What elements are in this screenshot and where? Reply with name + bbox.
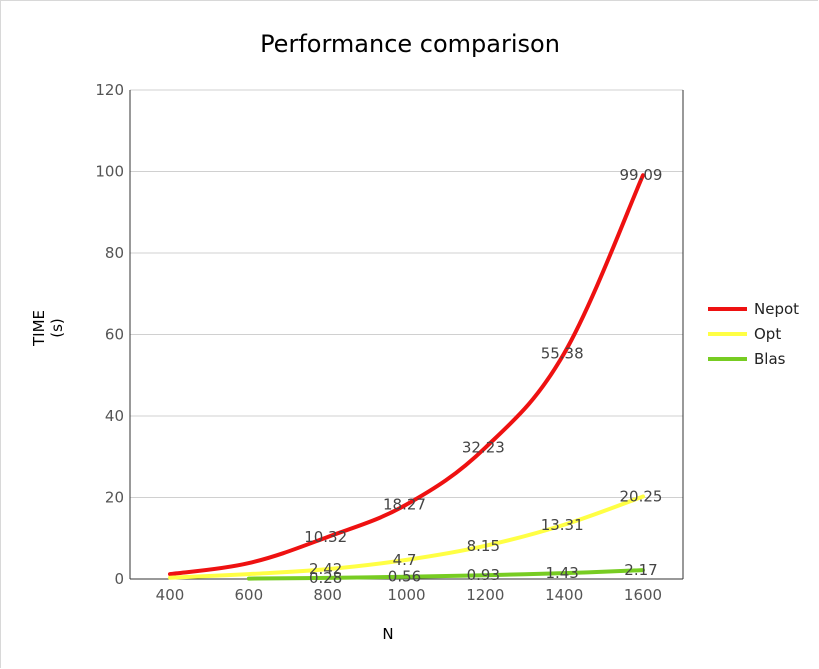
data-labels: 10.32 18.27 32.23 55.38 99.09 2.42 4.7 8.15 13.3… xyxy=(304,166,662,587)
data-label: 1.43 xyxy=(545,564,578,582)
x-axis-ticks: 400 600 800 1000 1200 1400 1600 xyxy=(156,586,662,604)
gridlines xyxy=(129,89,684,580)
data-label: 2.17 xyxy=(624,561,657,579)
legend-label-blas: Blas xyxy=(754,350,786,368)
y-tick-label: 120 xyxy=(95,81,124,99)
y-tick-label: 40 xyxy=(105,407,124,425)
x-tick-label: 400 xyxy=(156,586,185,604)
series-line-blas xyxy=(246,568,645,581)
data-label: 99.09 xyxy=(620,166,663,184)
data-label: 2.42 xyxy=(309,560,342,578)
series-line-opt xyxy=(168,494,645,580)
data-label: 32.23 xyxy=(462,439,505,457)
y-axis-label: TIME (s) xyxy=(30,310,66,347)
data-label: 0.93 xyxy=(467,566,500,584)
x-tick-label: 1000 xyxy=(387,586,425,604)
x-tick-label: 600 xyxy=(235,586,264,604)
x-tick-label: 1600 xyxy=(624,586,662,604)
x-tick-label: 1200 xyxy=(466,586,504,604)
y-axis-label-line2: (s) xyxy=(48,318,66,338)
y-axis-label-line1: TIME xyxy=(30,310,48,347)
data-label: 55.38 xyxy=(541,344,584,362)
data-label: 0.28 xyxy=(309,569,342,587)
y-tick-label: 80 xyxy=(105,244,124,262)
data-label: 0.56 xyxy=(388,568,421,586)
y-tick-label: 100 xyxy=(95,163,124,181)
series-lines xyxy=(168,173,645,581)
y-axis-ticks: 0 20 40 60 80 100 120 xyxy=(95,81,124,588)
y-tick-label: 20 xyxy=(105,489,124,507)
x-tick-label: 800 xyxy=(313,586,342,604)
legend-label-opt: Opt xyxy=(754,325,781,343)
data-label: 10.32 xyxy=(304,528,347,546)
chart-title: Performance comparison xyxy=(260,30,560,58)
legend: Nepot Opt Blas xyxy=(708,300,799,368)
x-tick-label: 1400 xyxy=(545,586,583,604)
data-label: 20.25 xyxy=(620,487,663,505)
data-label: 18.27 xyxy=(383,496,426,514)
y-tick-label: 0 xyxy=(114,570,124,588)
data-label: 8.15 xyxy=(467,537,500,555)
series-line-nepot xyxy=(168,173,645,577)
data-label: 4.7 xyxy=(393,551,417,569)
y-tick-label: 60 xyxy=(105,326,124,344)
legend-label-nepot: Nepot xyxy=(754,300,799,318)
x-axis-label: N xyxy=(382,625,393,643)
data-label: 13.31 xyxy=(541,516,584,534)
